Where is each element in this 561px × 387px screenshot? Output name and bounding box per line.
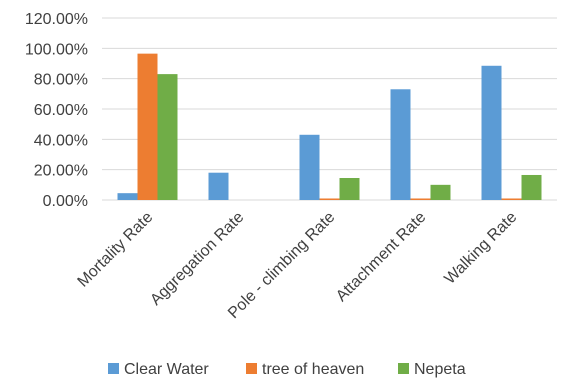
y-axis-ticks: 0.00% 20.00% 40.00% 60.00% 80.00% 100.00% 120.… <box>25 11 88 210</box>
legend-label: tree of heaven <box>262 361 364 378</box>
x-tick-label: Mortality Rate <box>75 209 157 291</box>
bar-clear-water-4 <box>481 65 502 201</box>
legend-swatch-nepeta <box>398 363 409 374</box>
bar-tree-of-heaven-2 <box>319 198 340 200</box>
legend-swatch-tree-of-heaven <box>246 363 257 374</box>
y-tick-label: 60.00% <box>34 102 88 119</box>
y-tick-label: 120.00% <box>25 11 88 28</box>
y-tick-label: 0.00% <box>43 193 88 210</box>
legend-swatch-clear-water <box>108 363 119 374</box>
bar-tree-of-heaven-3 <box>410 198 431 200</box>
gridlines <box>102 17 557 201</box>
x-tick-label: Aggregation Rate <box>147 209 247 309</box>
y-tick-label: 100.00% <box>25 41 88 58</box>
bar-clear-water-2 <box>299 134 320 200</box>
bar-nepeta-3 <box>430 184 451 200</box>
bar-nepeta-2 <box>339 178 360 200</box>
y-tick-label: 80.00% <box>34 72 88 89</box>
bar-tree-of-heaven-0 <box>137 53 158 201</box>
legend: Clear Water tree of heaven Nepeta <box>108 361 466 378</box>
x-tick-label: Attachment Rate <box>333 209 429 305</box>
bar-tree-of-heaven-4 <box>501 198 522 200</box>
bar-nepeta-4 <box>521 174 542 200</box>
bar-clear-water-3 <box>390 89 411 200</box>
y-tick-label: 40.00% <box>34 132 88 149</box>
bar-nepeta-0 <box>157 74 178 200</box>
x-tick-label: Walking Rate <box>441 209 520 288</box>
bar-clear-water-1 <box>208 172 229 200</box>
bar-clear-water-0 <box>117 193 138 200</box>
bars <box>117 53 542 201</box>
legend-label: Clear Water <box>124 361 209 378</box>
y-tick-label: 20.00% <box>34 163 88 180</box>
legend-label: Nepeta <box>414 361 466 378</box>
